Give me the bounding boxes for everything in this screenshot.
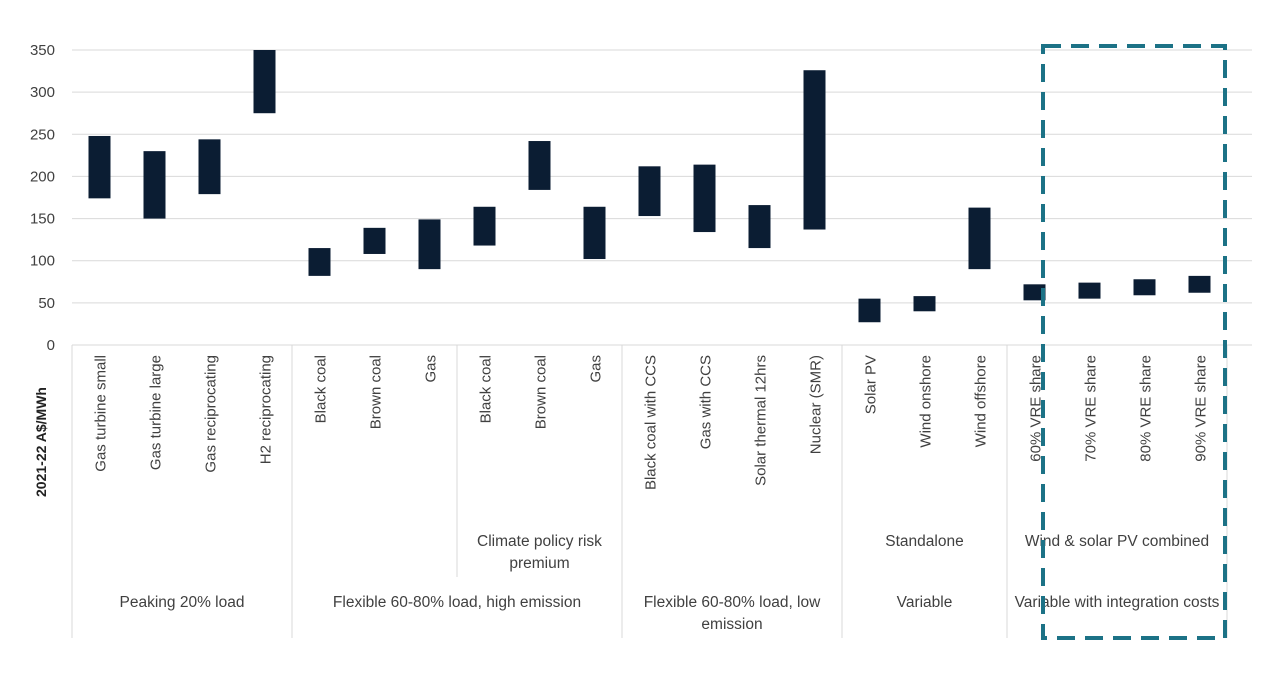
subgroup-labels: Climate policy risk premium Standalone Wind… — [477, 533, 1209, 572]
range-bar — [308, 248, 331, 276]
group-label: Flexible 60-80% load, low emission — [644, 594, 821, 633]
group-label: Flexible 60-80% load, high emission — [333, 594, 581, 611]
group-label: Variable with integration costs — [1015, 594, 1220, 611]
category-labels: Gas turbine small Gas turbine large Gas re… — [93, 355, 1210, 490]
category-label: Wind offshore — [973, 355, 990, 447]
y-tick-label: 300 — [30, 84, 55, 101]
bars — [88, 50, 1211, 323]
range-bar — [1078, 282, 1101, 299]
y-tick-label: 350 — [30, 42, 55, 59]
subgroup-label: Climate policy risk premium — [477, 533, 602, 572]
category-label: H2 reciprocating — [258, 355, 275, 464]
range-bar — [363, 227, 386, 254]
category-label: Gas — [423, 355, 440, 383]
range-bar — [693, 164, 716, 233]
range-bar — [748, 205, 771, 249]
category-label: Solar PV — [863, 355, 880, 414]
category-label: 80% VRE share — [1138, 355, 1155, 462]
y-axis-label: 2021-22 A$/MWh — [33, 387, 49, 497]
range-bar — [913, 296, 936, 312]
category-label: Black coal with CCS — [643, 355, 660, 490]
category-label: Brown coal — [368, 355, 385, 429]
category-label: Gas reciprocating — [203, 355, 220, 473]
category-label: Black coal — [313, 355, 330, 423]
category-label: Black coal — [478, 355, 495, 423]
y-tick-label: 250 — [30, 126, 55, 143]
range-bar — [1133, 279, 1156, 296]
y-tick-label: 150 — [30, 211, 55, 228]
category-label: Gas turbine small — [93, 355, 110, 472]
group-label: Variable — [897, 594, 953, 611]
range-bar — [803, 70, 826, 230]
range-bar — [143, 151, 166, 219]
range-bar — [1023, 284, 1046, 301]
range-bar — [198, 139, 221, 195]
subgroup-label: Standalone — [885, 533, 963, 550]
y-tick-label: 100 — [30, 253, 55, 270]
category-label: 60% VRE share — [1028, 355, 1045, 462]
y-axis-ticks: 0 50 100 150 200 250 300 350 — [30, 42, 55, 354]
range-bar — [528, 141, 551, 190]
range-bar — [858, 298, 881, 323]
category-label: Nuclear (SMR) — [808, 355, 825, 454]
category-label: Brown coal — [533, 355, 550, 429]
group-labels: Peaking 20% load Flexible 60-80% load, hi… — [120, 594, 1220, 633]
range-bar — [473, 206, 496, 246]
range-bar — [418, 219, 441, 270]
y-tick-label: 50 — [38, 295, 55, 312]
category-axis — [71, 345, 1228, 638]
category-label: 70% VRE share — [1083, 355, 1100, 462]
category-label: Wind onshore — [918, 355, 935, 448]
range-bar — [968, 207, 991, 270]
group-label: Peaking 20% load — [120, 594, 245, 611]
category-label: Gas — [588, 355, 605, 383]
subgroup-label: Wind & solar PV combined — [1025, 533, 1209, 550]
category-label: Solar thermal 12hrs — [753, 355, 770, 486]
y-tick-label: 0 — [47, 337, 55, 354]
y-tick-label: 200 — [30, 168, 55, 185]
range-bar — [638, 166, 661, 217]
category-label: 90% VRE share — [1193, 355, 1210, 462]
range-bar — [88, 135, 111, 199]
highlight-box — [1041, 44, 1227, 640]
range-bar — [583, 206, 606, 260]
category-label: Gas with CCS — [698, 355, 715, 449]
gridlines — [72, 49, 1252, 346]
range-bar — [253, 50, 276, 114]
category-label: Gas turbine large — [148, 355, 165, 470]
range-bar — [1188, 275, 1211, 293]
